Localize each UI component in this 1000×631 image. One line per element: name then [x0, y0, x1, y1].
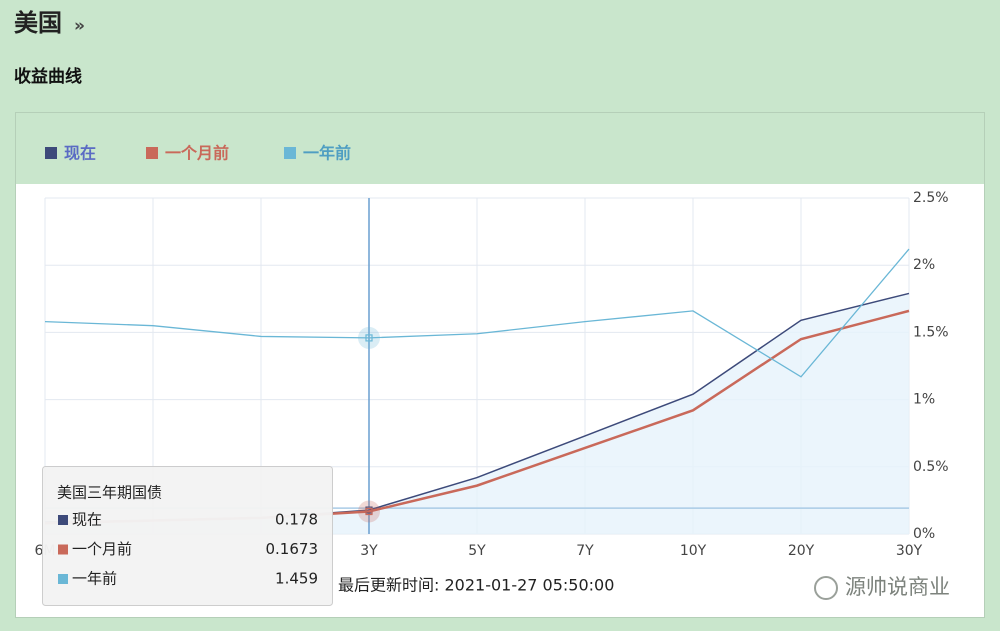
watermark-icon — [814, 576, 838, 600]
tooltip-value: 0.1673 — [266, 540, 319, 558]
y-tick-label: 1.5% — [913, 324, 949, 340]
x-tick-label: 3Y — [360, 543, 378, 559]
y-tick-label: 0% — [913, 526, 935, 542]
tooltip-swatch — [58, 515, 68, 525]
hover-halo — [358, 326, 380, 349]
title-arrow[interactable]: » — [74, 16, 85, 36]
tooltip-series-name: 一年前 — [72, 570, 117, 588]
y-tick-label: 2% — [913, 257, 935, 273]
tooltip-value: 1.459 — [275, 570, 318, 588]
page-title: 美国 — [14, 9, 62, 37]
x-tick-label: 7Y — [576, 543, 594, 559]
tooltip-series-name: 现在 — [72, 511, 102, 529]
tooltip-swatch — [58, 544, 68, 555]
tooltip-series-name: 一个月前 — [72, 540, 132, 558]
tooltip — [42, 466, 333, 606]
hover-point — [365, 507, 373, 516]
y-tick-label: 2.5% — [913, 190, 949, 206]
tooltip-swatch — [58, 574, 68, 584]
x-tick-label: 5Y — [468, 543, 486, 559]
section-title: 收益曲线 — [14, 66, 82, 87]
watermark: 源帅说商业 — [845, 575, 950, 599]
tooltip-title: 美国三年期国债 — [57, 484, 162, 502]
y-tick-label: 1% — [913, 392, 935, 408]
legend-label: 一年前 — [303, 144, 351, 163]
legend-label: 一个月前 — [165, 144, 229, 163]
hover-point — [365, 334, 373, 342]
update-time: 最后更新时间: 2021-01-27 05:50:00 — [338, 576, 614, 595]
series-line — [44, 248, 910, 378]
legend-swatch — [146, 147, 158, 159]
y-tick-label: 0.5% — [913, 459, 949, 475]
hover-halo — [358, 500, 380, 523]
legend-label: 现在 — [64, 144, 96, 163]
legend-swatch — [284, 147, 296, 159]
x-tick-label: 20Y — [788, 543, 815, 559]
x-tick-label: 30Y — [896, 543, 923, 559]
tooltip-value: 0.178 — [275, 511, 318, 529]
legend-swatch — [45, 147, 57, 159]
x-tick-label: 10Y — [680, 543, 707, 559]
area — [45, 293, 909, 534]
